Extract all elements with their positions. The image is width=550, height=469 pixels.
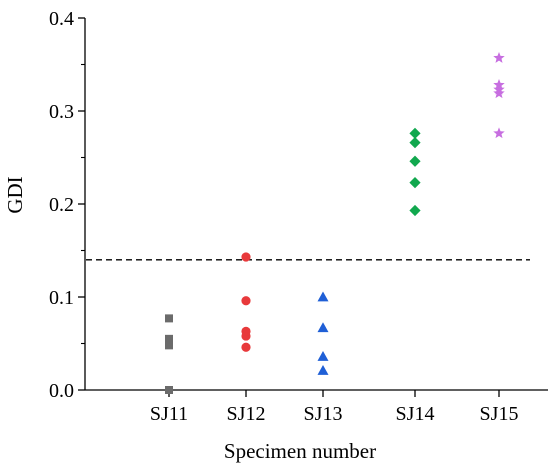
data-point-diamond xyxy=(409,177,421,189)
x-tick-label: SJ13 xyxy=(304,403,343,425)
y-tick-label: 0.3 xyxy=(49,101,74,123)
data-point-triangle xyxy=(317,322,329,333)
data-point-circle xyxy=(241,296,251,306)
data-point-square xyxy=(165,386,173,394)
x-tick-label: SJ12 xyxy=(227,403,266,425)
data-point-star xyxy=(493,127,505,139)
data-point-circle xyxy=(241,252,251,262)
x-tick-label: SJ15 xyxy=(480,403,519,425)
data-point-star xyxy=(493,83,505,95)
x-axis-title: Specimen number xyxy=(224,439,376,463)
data-point-diamond xyxy=(409,204,421,217)
data-point-diamond xyxy=(409,155,421,167)
y-axis-title: GDI xyxy=(3,176,27,213)
data-point-diamond xyxy=(409,127,421,139)
data-point-triangle xyxy=(317,351,329,361)
data-point-triangle xyxy=(317,291,329,302)
data-point-square xyxy=(165,314,173,323)
y-tick-label: 0.0 xyxy=(49,380,74,402)
y-tick-label: 0.1 xyxy=(49,287,74,309)
data-point-square xyxy=(165,341,173,350)
x-tick-label: SJ14 xyxy=(396,403,435,425)
data-point-star xyxy=(493,78,505,90)
marks-layer xyxy=(165,51,505,394)
data-point-circle xyxy=(241,326,251,337)
data-point-square xyxy=(165,334,173,343)
data-point-star xyxy=(493,51,505,63)
data-point-triangle xyxy=(317,364,329,375)
data-point-diamond xyxy=(409,137,421,149)
axes-layer: 0.0 0.1 0.2 0.3 0.4 SJ11 SJ12 SJ13 SJ14 SJ15 xyxy=(49,8,548,425)
data-point-star xyxy=(493,87,505,99)
data-point-circle xyxy=(241,342,251,352)
y-tick-label: 0.4 xyxy=(49,8,74,30)
x-tick-label: SJ11 xyxy=(150,403,188,425)
y-tick-label: 0.2 xyxy=(49,194,74,216)
